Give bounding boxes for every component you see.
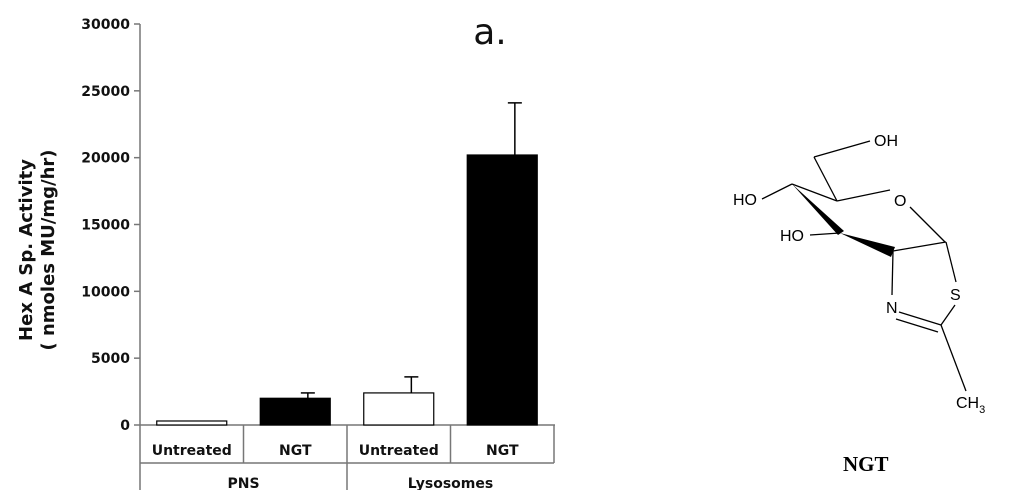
ngt-structure: OH HO O HO S N CH3: [733, 133, 985, 416]
bond: [809, 232, 841, 236]
bar: [363, 392, 435, 426]
panel-label: a.: [473, 12, 507, 53]
x-category-label: NGT: [279, 443, 312, 459]
bond: [836, 189, 891, 202]
atom-ring-o: O: [894, 193, 906, 210]
y-tick-label: 5000: [91, 351, 130, 367]
bond: [761, 183, 793, 200]
bond: [813, 156, 838, 202]
x-category-label: Untreated: [152, 443, 232, 459]
y-axis-label-line1: Hex A Sp. Activity: [16, 159, 37, 341]
bond: [940, 304, 956, 326]
bond: [892, 241, 947, 252]
x-category-labels: Untreated NGT Untreated NGT PNS Lysosomes: [140, 425, 555, 490]
bond: [891, 250, 894, 296]
bars: [156, 102, 538, 426]
bar: [156, 420, 228, 426]
double-bond: [895, 318, 939, 333]
molecule-caption: NGT: [843, 452, 889, 476]
atom-ring-s: S: [950, 287, 961, 304]
wedge-bond: [840, 233, 895, 257]
bond: [791, 183, 838, 202]
x-group-label: PNS: [227, 476, 259, 490]
y-tick-label: 15000: [81, 218, 130, 234]
atom-methyl: CH3: [956, 395, 985, 416]
bond: [909, 206, 946, 243]
x-group-label: Lysosomes: [408, 476, 493, 490]
atom-oh-mid: HO: [780, 228, 804, 245]
bar-chart: a. Hex A Sp. Activity ( nmoles MU/mg/hr)…: [16, 12, 555, 490]
methyl-subscript: 3: [979, 404, 985, 416]
bond: [940, 324, 967, 392]
x-category-label: Untreated: [359, 443, 439, 459]
y-axis-label-line2: ( nmoles MU/mg/hr): [38, 149, 59, 350]
y-tick-label: 0: [120, 418, 130, 434]
y-tick-label: 25000: [81, 84, 130, 100]
y-tick-label: 30000: [81, 17, 130, 33]
x-category-label: NGT: [486, 443, 519, 459]
bond: [813, 140, 871, 158]
y-tick-label: 20000: [81, 151, 130, 167]
atom-ring-n: N: [886, 300, 898, 317]
wedge-bond: [792, 184, 844, 235]
y-ticks: 0 5000 10000 15000 20000 25000 30000: [81, 17, 140, 434]
bond: [945, 241, 957, 283]
bar: [259, 397, 331, 426]
double-bond: [898, 311, 942, 326]
atom-oh-top: OH: [874, 133, 898, 150]
y-tick-label: 10000: [81, 284, 130, 300]
bar: [466, 154, 538, 426]
atom-oh-left: HO: [733, 192, 757, 209]
